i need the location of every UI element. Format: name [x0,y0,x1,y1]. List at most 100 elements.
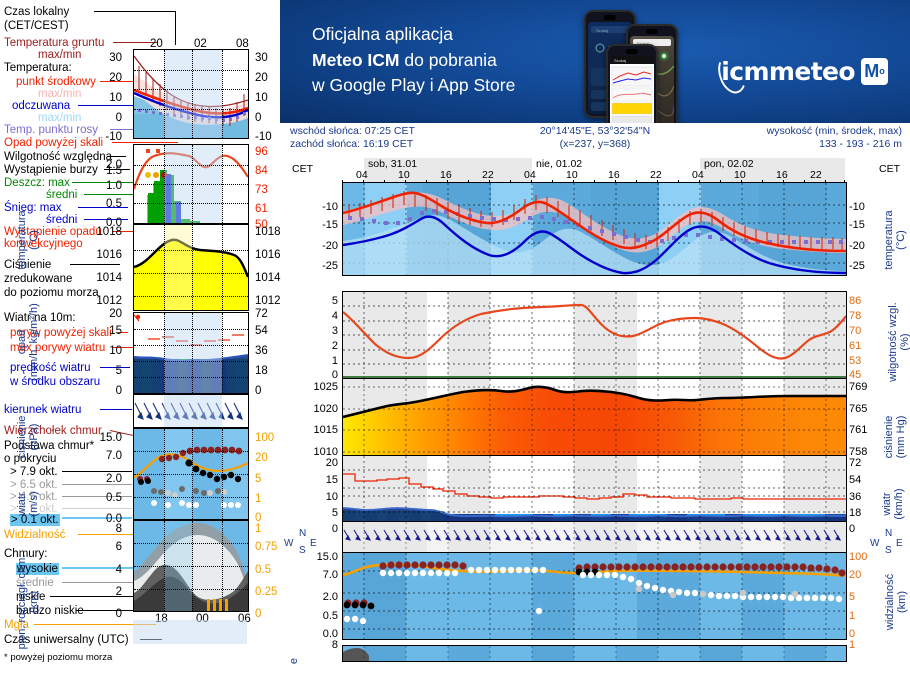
sunset-text: zachód słońca: 16:19 CET [290,137,414,150]
day-label-0: sob, 31.01 [368,158,418,170]
phone-mockup-charts: Szukaj [606,44,658,123]
temp-ytick-l-1: -15 [322,219,338,231]
panel-title-temperatura: temperatura (°C) [16,200,40,280]
mini-cloud-axis-left-1: 7.0 [106,450,122,462]
opad-ytick-l-5: 0 [331,369,338,381]
mini-wind-axis-right-1: 54 [255,325,268,337]
mini-temp-axis-right-1: 20 [255,72,268,84]
mini-chart-humidity [133,144,249,224]
sunrise-text: wschód słońca: 07:25 CET [290,125,415,137]
mini-wind-axis-right-2: 36 [255,345,268,357]
hour-label-11: 22 [810,169,822,181]
mini-chart-temperature [133,49,249,139]
winddir-chart-svg [343,522,846,556]
app-promo-banner[interactable]: Oficjalna aplikacja Meteo ICM do pobrani… [280,0,910,123]
mini-temp-night [164,50,222,138]
legend-label-okt-01: > 0.1 okt. [10,514,60,526]
mini-vis-axis-left-4: 0 [115,608,122,620]
panel-title-wilgotnosc: wilgotność wzgl. (%) [887,294,910,390]
panel-title-wiatr-2: (m/s) [28,491,40,517]
mini-hum-axis-right-1: 84 [255,165,268,177]
mini-wind-axis-right-4: 0 [255,385,262,397]
mini-hour-top-0: 20 [150,38,163,50]
legend-label-widzialnosc: Widzialność [4,529,66,541]
mini-vis-axis-left-2: 4 [115,564,122,576]
mini-temp-axis-left-4: -10 [105,131,122,143]
time-axis-header: CET CET sob, 31.01 nie, 01.02 pon, 02.02… [280,152,910,183]
wiatr-ytick-r-1: 54 [849,474,862,486]
legend-label-chmury-wysokie-text: wysokie [16,563,59,575]
compass-rose-right-icon: N S W E [870,528,903,555]
elevation-block: wysokość (min, środek, max) 133 - 193 - … [767,125,902,150]
mini-temp-axis-left-3: 0 [115,112,122,124]
leader-okt25 [62,508,132,509]
mini-cloud-axis-left-4: 0.0 [106,513,122,525]
legend-label-odczuwana-maxmin: max/min [38,112,82,124]
mini-temp-axis-left-0: 30 [109,52,122,64]
chmury-ytick-l-4: 0.0 [322,628,338,640]
hour-label-2: 16 [440,169,452,181]
mini-temp-axis-right-3: 0 [255,112,262,124]
legend-label-okt-79: > 7.9 okt. [10,466,58,478]
legend-label-snieg-sredni: średni [46,214,78,226]
legend-label-max-porywy-wiatru: max porywy wiatru [10,342,106,354]
widz-ytick-r-2: 5 [849,591,856,603]
hour-label-0: 04 [356,169,368,181]
coordinates-block: 20°14'45"E, 53°32'54"N (x=237, y=368) [495,125,695,150]
mini-cloud-axis-right-1: 20 [255,452,268,464]
mini-vis-axis-right-1: 0.75 [255,541,278,553]
legend-footnote: * powyżej poziomu morza [4,652,113,663]
banner-app-name: Meteo ICM [312,49,400,70]
logo-m-sup: o [879,66,885,76]
svg-text:S: S [885,545,892,555]
mini-hour-top-1: 02 [194,38,207,50]
panel-title-pietra-1: e [288,657,300,665]
legend-label-temp-gruntu-maxmin: max/min [38,49,82,61]
legend-label-wilgotnosc-wzgledna: Wilgotność względna [4,151,113,163]
legend-label-chmury: Chmury: [4,548,48,560]
mini-press-axis-right-3: 1012 [255,295,281,307]
mini-hum-axis-left-4: 0.0 [106,217,122,229]
day-label-2: pon, 02.02 [704,158,754,170]
mini-hum-axis-left-3: 0.5 [106,198,122,210]
chmury-ytick-l-0: 15.0 [316,551,338,563]
panel-title-opad-2: (mm/h, kg/m²/h) [28,303,40,381]
legend-label-predkosc-wiatru-1: prędkość wiatru [10,362,91,374]
hour-label-5: 10 [566,169,578,181]
mini-chart-wind-direction [133,394,249,428]
chmury-ytick-l-1: 7.0 [322,569,338,581]
banner-line-3: w Google Play i App Store [312,75,516,95]
opad-ytick-l-3: 2 [331,340,338,352]
mini-cloud-axis-right-0: 100 [255,432,275,444]
legend-label-wierzcholek-chmur: Wierzchołek chmur [4,425,102,437]
cloud-layers-chart-svg [343,646,846,661]
panel-title-chmury-1: pion. rozciągł. chm. [16,554,28,650]
legend-label-punkt-srodkowy-maxmin: max/min [38,88,82,100]
mini-hum-axis-left-1: 1.5 [106,165,122,177]
svg-text:W: W [284,538,294,549]
widz-ytick-r-4: 0 [849,628,856,640]
panel-title-temperatura-right: temperatura (°C) [883,200,907,280]
mini-cloud-axis-left-3: 0.5 [106,492,122,504]
leader-opad-powyzej [112,142,178,143]
leader-chmury-bn [76,610,134,611]
mini-wind-axis-left-0: 20 [109,308,122,320]
logo-wordmark: icmmeteo [721,56,855,86]
chart-panel-wiatr [342,455,847,533]
panel-title-temperatura-r1: temperatura [883,210,895,270]
pressure-chart-svg [343,379,846,457]
leader-okt01 [62,517,132,519]
mini-hum-axis-right-4: 50 [255,219,268,231]
phones-mockup-image: Szukaj2.5° Szukaj Szukaj [580,4,710,123]
mini-cloud-axis-right-2: 5 [255,473,262,485]
mini-chart-pressure [133,224,249,311]
chart-panel-kierunek-wiatru [342,521,847,557]
leader-punkt-srodkowy [100,81,155,82]
panel-title-temperatura-2: (°C) [28,230,40,250]
hum-ytick-r-5: 45 [849,369,862,381]
hum-ytick-r-0: 86 [849,295,862,307]
panel-title-wiatr-1: wiatr [16,492,28,516]
coordinates-text: 20°14'45"E, 53°32'54"N [539,125,651,137]
press-ytick-l-0: 1025 [313,381,338,393]
